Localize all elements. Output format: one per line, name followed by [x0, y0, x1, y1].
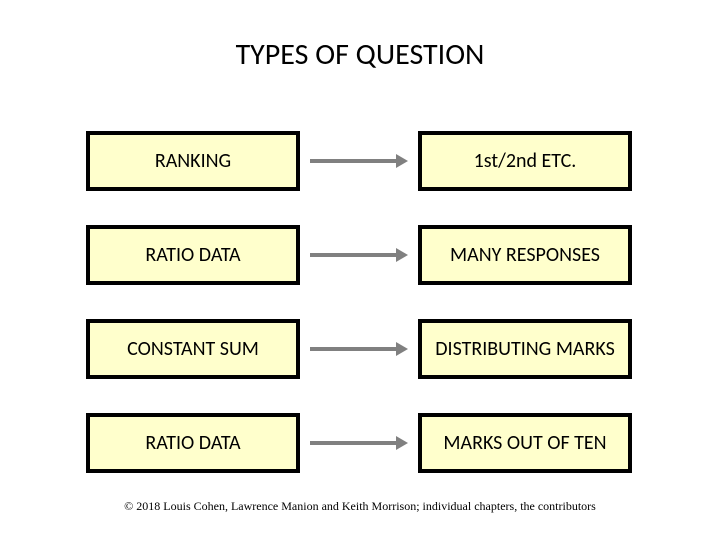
arrow-icon — [310, 441, 408, 445]
arrow-icon — [310, 159, 408, 163]
footer-text: © 2018 Louis Cohen, Lawrence Manion and … — [124, 499, 596, 513]
slide-title: TYPES OF QUESTION — [0, 36, 720, 73]
arrow-line — [310, 347, 398, 351]
arrow-icon — [310, 347, 408, 351]
slide-title-text: TYPES OF QUESTION — [236, 36, 485, 73]
arrow-icon — [310, 253, 408, 257]
diagram-row: RATIO DATA MARKS OUT OF TEN — [0, 410, 720, 476]
question-type-label: CONSTANT SUM — [127, 337, 259, 361]
description-box: MANY RESPONSES — [418, 225, 632, 285]
description-box: MARKS OUT OF TEN — [418, 413, 632, 473]
question-type-box: CONSTANT SUM — [86, 319, 300, 379]
question-type-label: RANKING — [155, 149, 231, 173]
footer: © 2018 Louis Cohen, Lawrence Manion and … — [0, 499, 720, 514]
arrow-head — [396, 248, 408, 262]
question-type-label: RATIO DATA — [145, 243, 240, 267]
question-type-box: RATIO DATA — [86, 225, 300, 285]
description-label: MANY RESPONSES — [450, 243, 600, 267]
description-label: MARKS OUT OF TEN — [443, 431, 606, 455]
description-box: DISTRIBUTING MARKS — [418, 319, 632, 379]
arrow-line — [310, 253, 398, 257]
arrow-head — [396, 154, 408, 168]
diagram-row: RANKING 1st/2nd ETC. — [0, 128, 720, 194]
diagram-row: CONSTANT SUM DISTRIBUTING MARKS — [0, 316, 720, 382]
arrow-line — [310, 159, 398, 163]
question-type-label: RATIO DATA — [145, 431, 240, 455]
arrow-line — [310, 441, 398, 445]
question-type-box: RANKING — [86, 131, 300, 191]
arrow-head — [396, 436, 408, 450]
description-label: 1st/2nd ETC. — [474, 149, 577, 173]
arrow-head — [396, 342, 408, 356]
description-box: 1st/2nd ETC. — [418, 131, 632, 191]
diagram-row: RATIO DATA MANY RESPONSES — [0, 222, 720, 288]
question-type-box: RATIO DATA — [86, 413, 300, 473]
description-label: DISTRIBUTING MARKS — [435, 337, 615, 361]
